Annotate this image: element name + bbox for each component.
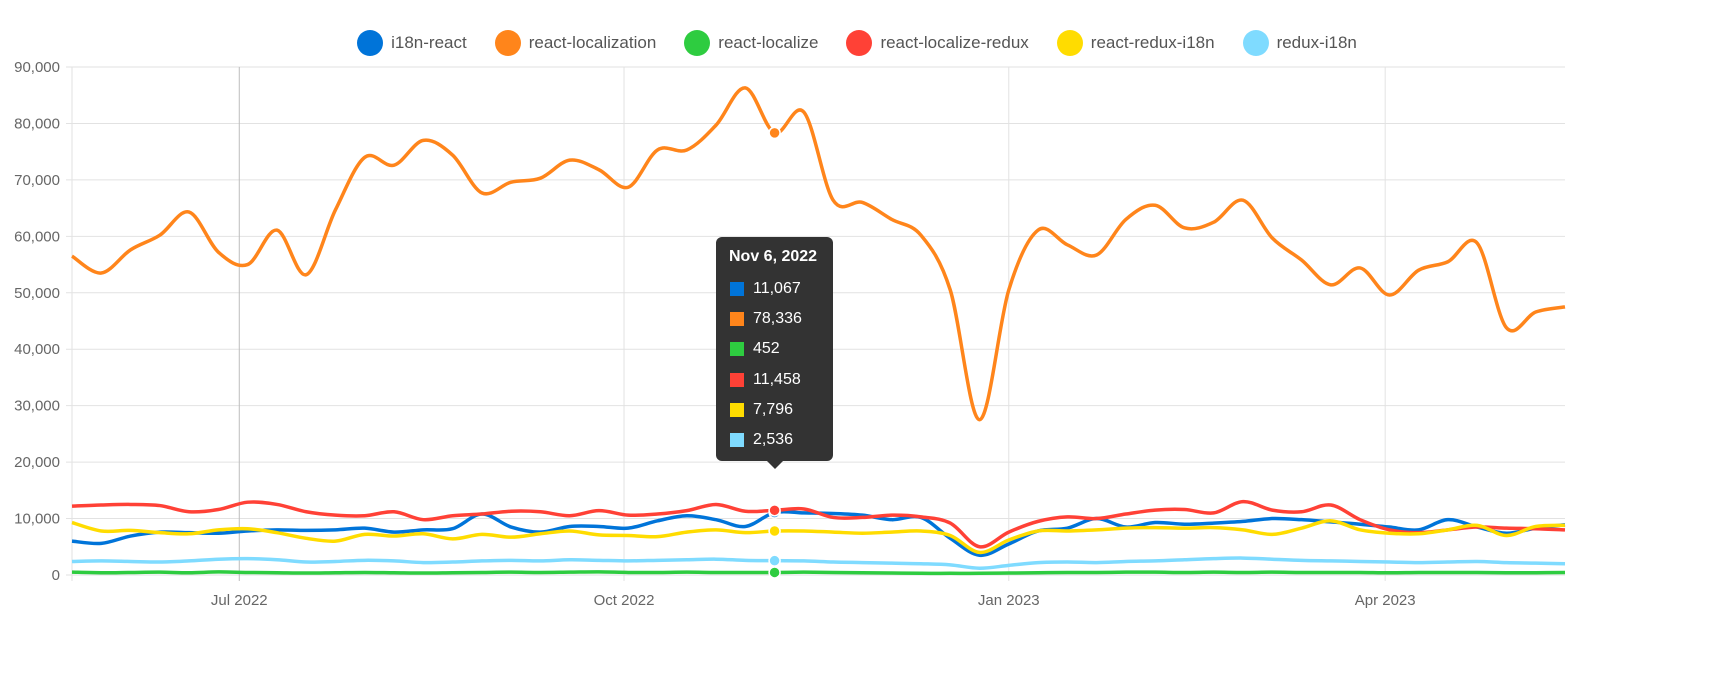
data-point-react-redux-i18n[interactable] <box>768 524 781 538</box>
y-tick-label: 10,000 <box>14 511 60 528</box>
tooltip-title: Nov 6, 2022 <box>729 248 818 265</box>
legend-swatch <box>846 30 873 56</box>
legend-swatch <box>357 30 384 56</box>
legend-label: i18n-react <box>391 33 467 52</box>
tooltip-row: 11,458 <box>730 365 833 395</box>
data-point-react-localization[interactable] <box>768 126 781 140</box>
y-tick-label: 20,000 <box>14 454 60 471</box>
legend-label: react-localize <box>718 33 819 52</box>
y-tick-label: 60,000 <box>14 228 60 245</box>
series-line-react-localization <box>71 86 1566 422</box>
y-tick-label: 80,000 <box>14 115 60 132</box>
legend-item-react-localize[interactable]: react-localize <box>684 30 818 56</box>
y-tick-label: 90,000 <box>14 59 60 76</box>
tooltip-swatch <box>730 433 744 448</box>
tooltip-row: 11,067 <box>730 274 833 304</box>
tooltip: Nov 6, 2022 11,067 78,336 452 11,458 7,796 2,… <box>716 237 833 469</box>
legend-swatch <box>1056 30 1083 56</box>
data-point-redux-i18n[interactable] <box>768 554 781 567</box>
hover-markers <box>768 126 781 579</box>
data-point-react-localize[interactable] <box>768 566 781 579</box>
legend-label: redux-i18n <box>1276 33 1357 52</box>
x-tick-label: Jul 2022 <box>211 592 268 609</box>
tooltip-value: 78,336 <box>753 310 802 328</box>
legend-swatch <box>494 30 521 56</box>
series-line-react-redux-i18n <box>71 519 1566 555</box>
tooltip-swatch <box>730 342 744 357</box>
tooltip-swatch <box>730 282 744 297</box>
legend-swatch <box>684 30 711 56</box>
legend-label: react-localization <box>528 33 657 52</box>
series-line-redux-i18n <box>71 556 1566 570</box>
legend-item-react-redux-i18n[interactable]: react-redux-i18n <box>1056 30 1215 56</box>
legend-swatch <box>1242 30 1269 56</box>
tooltip-value: 2,536 <box>753 431 794 449</box>
x-axis: Jul 2022 Oct 2022 Jan 2023 Apr 2023 <box>211 592 1416 609</box>
tooltip-value: 11,067 <box>753 280 801 298</box>
legend-item-redux-i18n[interactable]: redux-i18n <box>1242 30 1357 56</box>
legend-label: react-localize-redux <box>880 33 1029 52</box>
y-tick-label: 50,000 <box>14 285 60 302</box>
series-lines <box>71 86 1566 576</box>
tooltip-value: 7,796 <box>753 400 794 418</box>
data-point-react-localize-redux[interactable] <box>768 504 781 517</box>
y-tick-label: 70,000 <box>14 172 60 189</box>
x-tick-label: Apr 2023 <box>1355 592 1416 609</box>
legend: i18n-react react-localization react-locali… <box>0 30 1714 56</box>
legend-label: react-redux-i18n <box>1090 33 1215 52</box>
x-tick-label: Jan 2023 <box>978 592 1040 609</box>
series-line-react-localize-redux <box>71 499 1566 549</box>
tooltip-swatch <box>730 402 744 417</box>
legend-item-react-localization[interactable]: react-localization <box>494 30 657 56</box>
y-axis: 0 10,000 20,000 30,000 40,000 50,000 60,000 70,… <box>14 59 60 584</box>
y-tick-label: 0 <box>52 567 60 584</box>
tooltip-row: 2,536 <box>730 425 833 455</box>
tooltip-row: 452 <box>730 334 833 364</box>
tooltip-value: 452 <box>753 340 780 358</box>
tooltip-value: 11,458 <box>753 370 801 388</box>
legend-item-i18n-react[interactable]: i18n-react <box>357 30 467 56</box>
legend-item-react-localize-redux[interactable]: react-localize-redux <box>846 30 1029 56</box>
x-tick-label: Oct 2022 <box>594 592 655 609</box>
tooltip-row: 78,336 <box>730 304 833 334</box>
tooltip-row: 7,796 <box>730 395 833 425</box>
tooltip-swatch <box>730 372 744 387</box>
y-tick-label: 40,000 <box>14 341 60 358</box>
tooltip-swatch <box>730 312 744 327</box>
y-tick-label: 30,000 <box>14 398 60 415</box>
series-line-react-localize <box>71 570 1566 576</box>
